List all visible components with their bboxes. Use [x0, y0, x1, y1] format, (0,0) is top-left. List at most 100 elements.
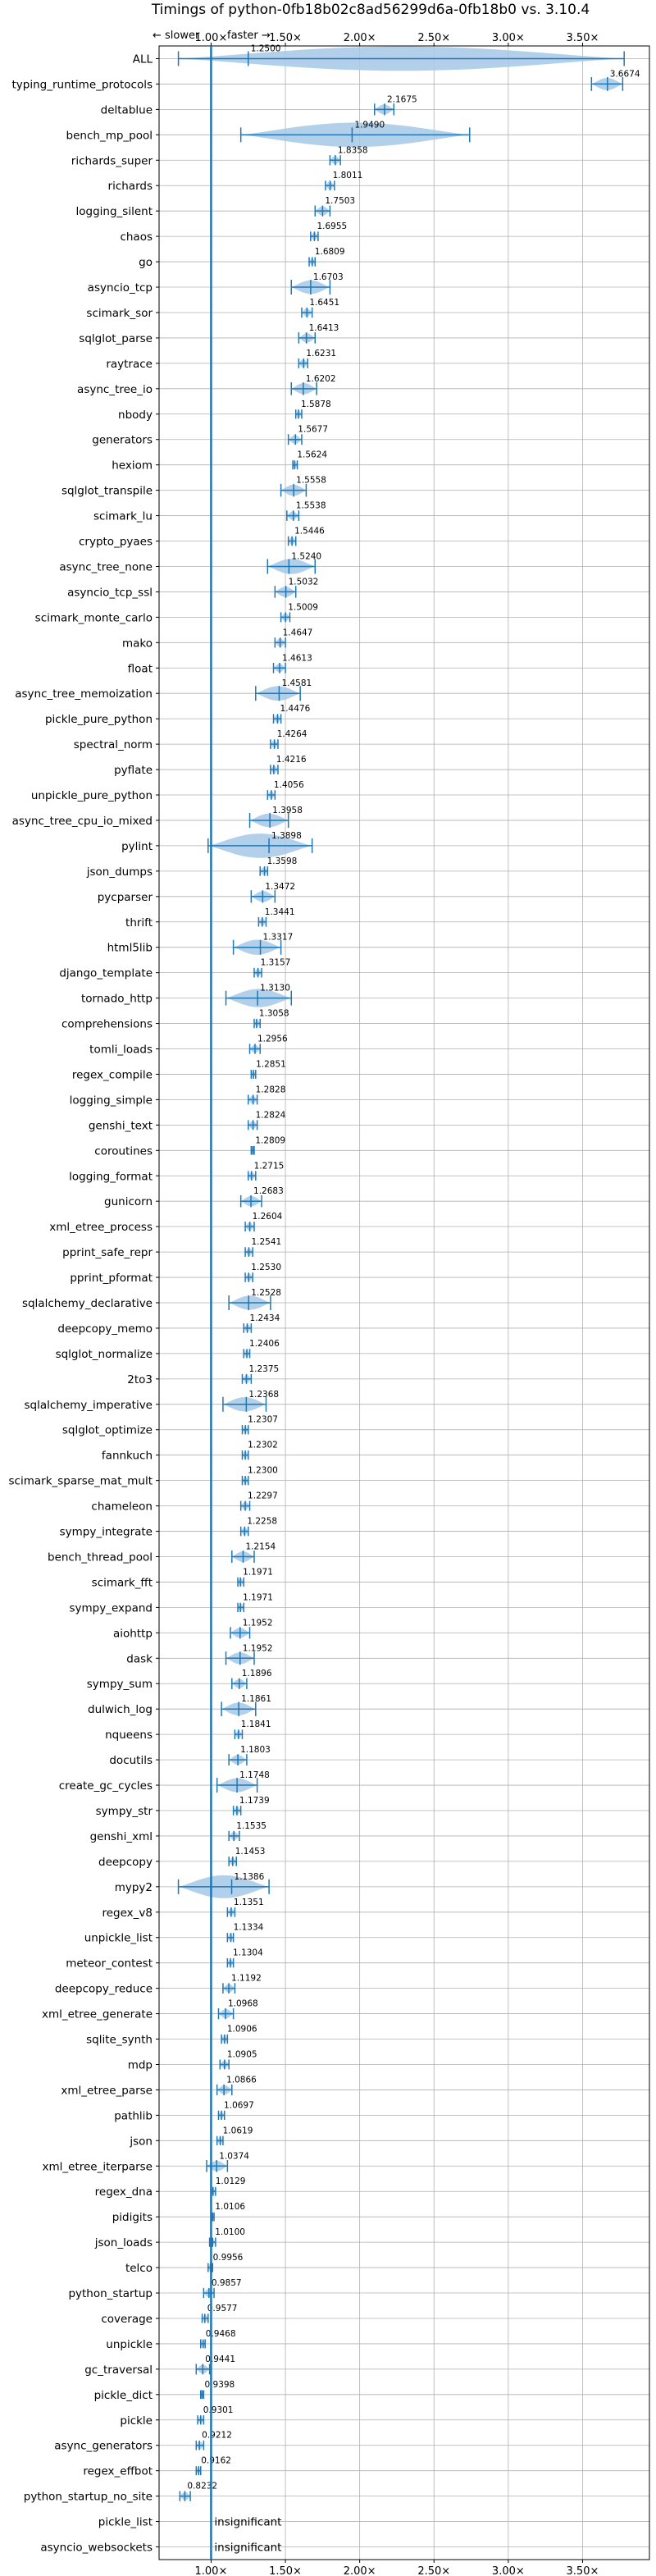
value-label: 1.6703 [313, 272, 344, 282]
value-label: 1.4647 [283, 628, 313, 637]
value-label: 1.0619 [223, 2126, 253, 2135]
insignificant-label: insignificant [214, 2516, 281, 2529]
benchmark-label: ALL [133, 53, 153, 66]
value-label: 0.9956 [213, 2253, 244, 2263]
insignificant-label: insignificant [214, 2542, 281, 2555]
x-axis-ticks: 1.00× 1.00× 1.50× 1.50× 2.00× 2.00× 2.50× 2.50×… [156, 32, 599, 2576]
benchmark-label: raytrace [106, 358, 153, 371]
value-label: 1.8358 [338, 145, 368, 155]
value-label: 1.2715 [254, 1161, 285, 1171]
value-label: 1.0100 [215, 2227, 245, 2237]
value-label: 1.2300 [248, 1466, 278, 1476]
x-tick-label-top: 1.50× [269, 32, 302, 44]
value-label: 1.5624 [297, 450, 327, 460]
benchmark-label: scimark_lu [93, 510, 153, 523]
benchmark-label: deltablue [101, 103, 153, 116]
value-label: 1.1861 [241, 1694, 271, 1704]
direction-faster-label: faster → [227, 30, 271, 42]
x-tick-label-bottom: 2.50× [417, 2565, 450, 2576]
benchmark-label: spectral_norm [74, 738, 153, 751]
benchmark-label: telco [125, 2262, 153, 2275]
benchmark-label: json [129, 2135, 153, 2148]
value-label: 1.1971 [243, 1592, 273, 1602]
value-label: 1.2375 [248, 1364, 279, 1374]
chart-title: Timings of python-0fb18b02c8ad56299d6a-0… [151, 2, 590, 18]
benchmark-label: pylint [121, 840, 153, 853]
benchmark-label: mako [122, 637, 153, 650]
value-label: 0.9441 [205, 2354, 235, 2364]
benchmark-label: async_generators [54, 2440, 153, 2453]
benchmark-label: sqlglot_parse [79, 332, 153, 345]
value-label: 1.3958 [272, 806, 303, 815]
value-label: 1.1535 [236, 1821, 266, 1831]
benchmark-label: sqlite_synth [86, 2034, 153, 2047]
benchmark-label: pickle [120, 2414, 153, 2428]
value-label: 1.6413 [309, 323, 339, 333]
benchmark-label: asyncio_websockets [40, 2542, 153, 2555]
benchmark-label: scimark_sparse_mat_mult [9, 1475, 153, 1488]
value-label: 1.0697 [224, 2100, 254, 2110]
benchmark-label: sqlglot_optimize [62, 1424, 153, 1437]
benchmark-label: unpickle_pure_python [31, 789, 153, 802]
benchmark-label: logging_format [69, 1170, 153, 1183]
benchmark-label: bench_mp_pool [66, 129, 153, 142]
benchmark-label: xml_etree_iterparse [43, 2160, 153, 2173]
x-tick-label-bottom: 2.00× [344, 2565, 376, 2576]
benchmark-label: sqlglot_transpile [61, 485, 153, 498]
value-label: 1.1351 [234, 1898, 264, 1907]
value-label: 1.3441 [265, 907, 295, 917]
value-label: 1.4056 [274, 780, 304, 790]
benchmark-label: django_template [59, 967, 153, 980]
direction-slower-label: ← slower [153, 30, 200, 42]
benchmark-label: bench_thread_pool [48, 1551, 153, 1564]
value-label: 1.1386 [235, 1872, 265, 1882]
benchmark-label: chameleon [91, 1500, 153, 1514]
value-label: 0.9301 [203, 2405, 234, 2415]
value-label: 1.4264 [277, 729, 308, 739]
value-label: 0.9162 [201, 2456, 231, 2466]
value-label: 1.7503 [325, 196, 355, 206]
value-label: 1.6231 [306, 349, 336, 359]
value-label: 1.5677 [298, 425, 328, 435]
benchmark-label: pprint_safe_repr [62, 1246, 153, 1259]
benchmark-label: thrift [125, 916, 153, 929]
benchmark-label: async_tree_cpu_io_mixed [12, 815, 153, 828]
value-label: 1.2530 [251, 1263, 281, 1272]
benchmark-label: genshi_text [89, 1119, 153, 1132]
value-label: 0.9398 [205, 2380, 235, 2390]
value-label: 1.1952 [243, 1643, 273, 1653]
value-label: 1.4216 [276, 755, 307, 765]
benchmark-label: pickle_pure_python [45, 713, 153, 726]
value-label: 1.0374 [219, 2151, 249, 2161]
value-label: 1.5538 [296, 501, 326, 511]
benchmark-label: docutils [109, 1754, 153, 1767]
benchmark-label: unpickle_list [84, 1932, 153, 1945]
value-label: 1.0106 [215, 2202, 245, 2212]
value-label: 1.2297 [248, 1491, 278, 1501]
x-tick-label-top: 2.50× [417, 32, 450, 44]
benchmark-label: genshi_xml [90, 1830, 153, 1843]
plot-frame [158, 45, 650, 2560]
value-label: 1.5009 [288, 602, 318, 612]
benchmark-label: regex_compile [72, 1068, 153, 1081]
x-tick-label-top: 1.00× [195, 32, 228, 44]
value-label: 1.2406 [249, 1339, 280, 1349]
value-label: 1.1739 [239, 1796, 270, 1806]
benchmark-label: tornado_http [81, 993, 153, 1006]
value-label: 1.3130 [260, 984, 290, 993]
grid-layer [159, 46, 649, 2560]
value-label: 1.5878 [301, 400, 331, 409]
violins-layer: 1.2500 3.6674 2.1675 1.9490 1.8358 1.8011 1.75… [177, 43, 640, 2555]
value-label: 1.2683 [253, 1186, 284, 1196]
benchmark-label: mdp [128, 2058, 153, 2071]
benchmark-label: python_startup_no_site [24, 2491, 153, 2504]
benchmark-label: sqlalchemy_imperative [25, 1399, 153, 1412]
value-label: 1.1304 [233, 1948, 263, 1958]
value-label: 1.6451 [309, 298, 339, 308]
benchmark-label: nbody [118, 409, 153, 422]
benchmark-label: pathlib [114, 2109, 153, 2122]
value-label: 1.2851 [256, 1059, 286, 1069]
value-label: 1.3898 [271, 831, 302, 841]
category-labels: ALL typing_runtime_protocols deltablue benc… [9, 53, 153, 2554]
benchmark-label: gc_traversal [84, 2364, 153, 2377]
